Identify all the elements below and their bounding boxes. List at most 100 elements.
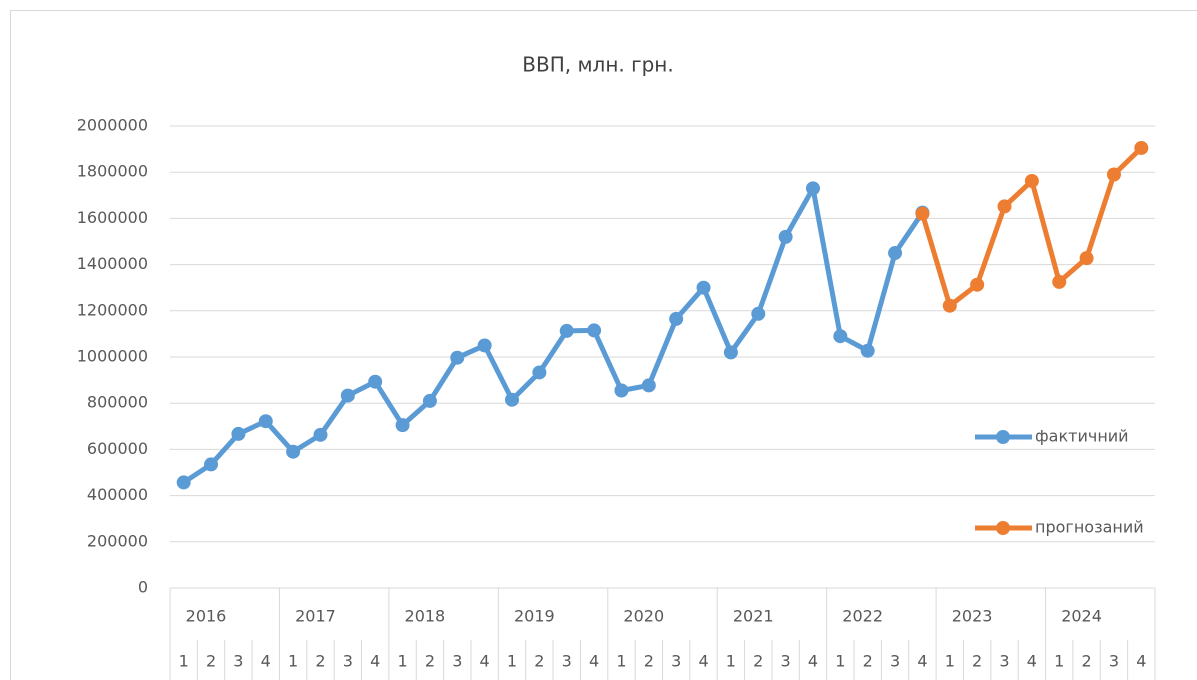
x-tick-label: 3 — [890, 652, 900, 671]
x-group-label: 2024 — [1061, 607, 1102, 626]
data-point — [778, 229, 793, 244]
y-tick-label: 2000000 — [77, 116, 148, 135]
data-point — [505, 392, 520, 407]
y-tick-label: 400000 — [87, 485, 148, 504]
data-point — [669, 311, 684, 326]
data-point — [751, 306, 766, 321]
x-tick-label: 2 — [206, 652, 216, 671]
data-point — [970, 277, 985, 292]
data-point — [204, 457, 219, 472]
x-tick-label: 1 — [835, 652, 845, 671]
x-tick-label: 3 — [671, 652, 681, 671]
legend-label: прогнозаний — [1035, 518, 1144, 537]
legend-marker — [996, 430, 1010, 444]
data-point — [1024, 173, 1039, 188]
x-group-label: 2019 — [514, 607, 555, 626]
chart-title: ВВП, млн. грн. — [522, 53, 674, 77]
y-tick-label: 600000 — [87, 439, 148, 458]
data-point — [395, 418, 410, 433]
x-tick-label: 4 — [698, 652, 708, 671]
x-tick-label: 2 — [644, 652, 654, 671]
x-group-label: 2016 — [186, 607, 227, 626]
x-group-label: 2023 — [952, 607, 993, 626]
y-tick-label: 800000 — [87, 393, 148, 412]
x-tick-label: 2 — [315, 652, 325, 671]
data-point — [368, 374, 383, 389]
x-group-label: 2017 — [295, 607, 336, 626]
x-tick-label: 2 — [1082, 652, 1092, 671]
x-group-label: 2020 — [623, 607, 664, 626]
x-tick-label: 4 — [917, 652, 927, 671]
y-tick-label: 1800000 — [77, 162, 148, 181]
data-point — [286, 444, 301, 459]
data-point — [805, 181, 820, 196]
x-tick-label: 2 — [863, 652, 873, 671]
legend-label: фактичний — [1035, 427, 1129, 446]
data-point — [559, 323, 574, 338]
data-point — [1052, 274, 1067, 289]
x-tick-label: 4 — [370, 652, 380, 671]
legend-marker — [996, 521, 1010, 535]
chart-border — [10, 10, 1197, 680]
x-tick-label: 3 — [999, 652, 1009, 671]
x-tick-label: 3 — [1109, 652, 1119, 671]
data-point — [477, 338, 492, 353]
y-tick-label: 1200000 — [77, 300, 148, 319]
x-tick-label: 1 — [288, 652, 298, 671]
data-point — [860, 343, 875, 358]
data-point — [532, 365, 547, 380]
data-point — [915, 206, 930, 221]
x-group-label: 2018 — [405, 607, 446, 626]
y-tick-label: 200000 — [87, 531, 148, 550]
x-tick-label: 4 — [261, 652, 271, 671]
x-tick-label: 1 — [616, 652, 626, 671]
data-point — [942, 298, 957, 313]
x-tick-label: 1 — [397, 652, 407, 671]
y-tick-label: 0 — [138, 578, 148, 597]
x-tick-label: 1 — [1054, 652, 1064, 671]
x-tick-label: 2 — [534, 652, 544, 671]
data-point — [833, 329, 848, 344]
x-tick-label: 3 — [343, 652, 353, 671]
x-tick-label: 3 — [452, 652, 462, 671]
data-point — [614, 383, 629, 398]
x-tick-label: 4 — [1027, 652, 1037, 671]
x-tick-label: 4 — [480, 652, 490, 671]
x-tick-label: 1 — [507, 652, 517, 671]
data-point — [997, 199, 1012, 214]
series-line — [182, 185, 925, 485]
x-tick-label: 2 — [753, 652, 763, 671]
x-tick-label: 1 — [945, 652, 955, 671]
data-point — [258, 414, 273, 429]
x-tick-label: 4 — [808, 652, 818, 671]
x-tick-label: 3 — [233, 652, 243, 671]
data-point — [231, 426, 246, 441]
data-point — [422, 393, 437, 408]
data-point — [1106, 167, 1121, 182]
data-point — [696, 280, 711, 295]
y-tick-label: 1600000 — [77, 208, 148, 227]
data-point — [340, 388, 355, 403]
x-group-label: 2022 — [842, 607, 883, 626]
data-point — [176, 475, 191, 490]
data-point — [1079, 251, 1094, 266]
x-tick-label: 4 — [589, 652, 599, 671]
x-tick-label: 2 — [425, 652, 435, 671]
y-tick-label: 1000000 — [77, 347, 148, 366]
x-tick-label: 1 — [726, 652, 736, 671]
data-point — [587, 323, 602, 338]
y-tick-label: 1400000 — [77, 254, 148, 273]
x-tick-label: 2 — [972, 652, 982, 671]
data-point — [888, 246, 903, 261]
x-tick-label: 4 — [1136, 652, 1146, 671]
x-tick-label: 3 — [781, 652, 791, 671]
data-point — [641, 378, 656, 393]
x-tick-label: 3 — [562, 652, 572, 671]
x-tick-label: 1 — [179, 652, 189, 671]
data-point — [723, 345, 738, 360]
data-point — [1134, 140, 1149, 155]
x-group-label: 2021 — [733, 607, 774, 626]
data-point — [450, 350, 465, 365]
data-point — [313, 427, 328, 442]
